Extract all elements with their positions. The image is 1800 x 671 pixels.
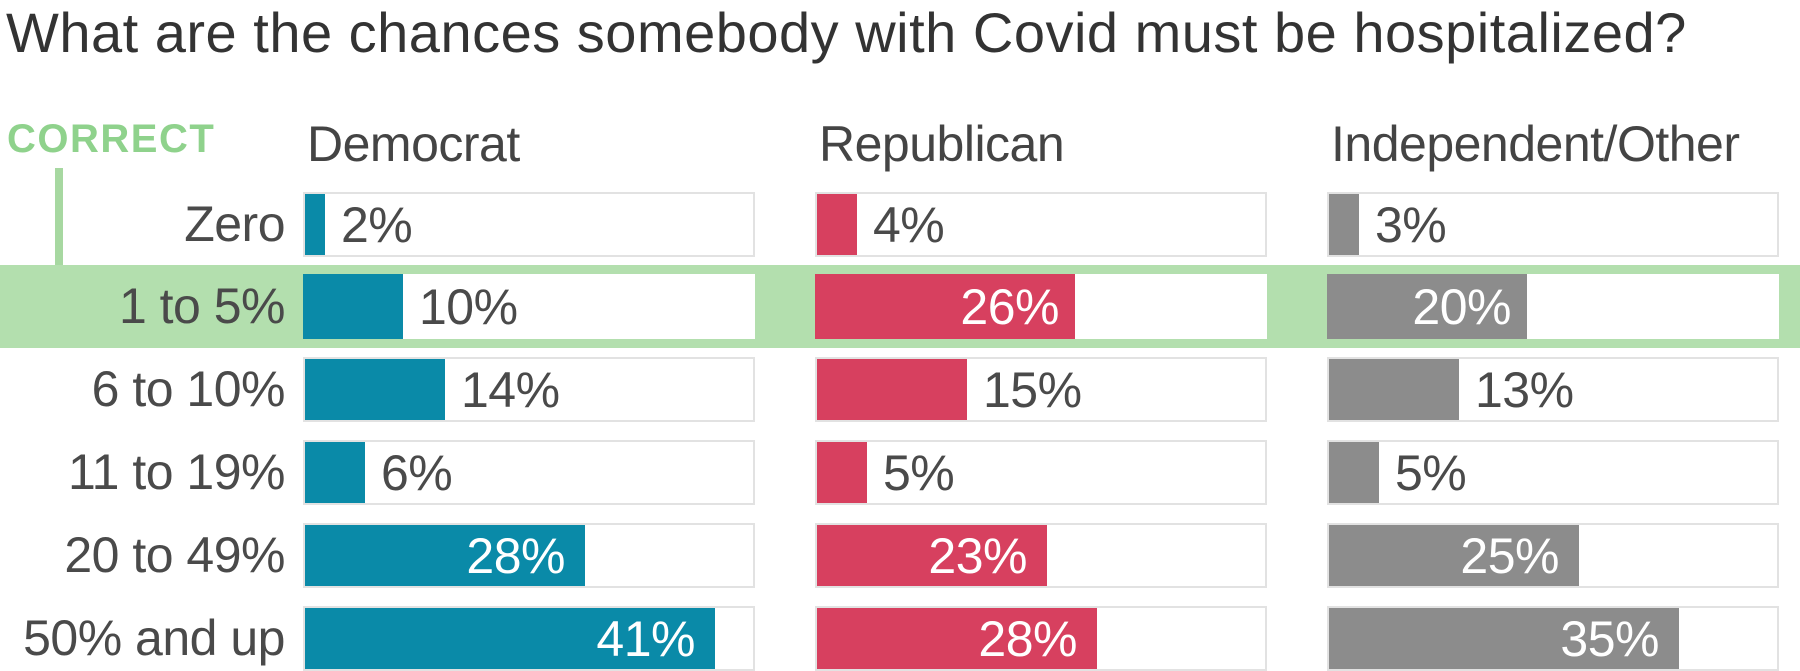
category-label: 11 to 19% [68, 444, 285, 500]
bar-track-republican: 15% [815, 357, 1267, 422]
table-row: 50% and up 41% 28% 35% [0, 606, 1800, 671]
column-header-independent-other: Independent/Other [1331, 116, 1740, 172]
table-row: 11 to 19% 6% 5% 5% [0, 440, 1800, 505]
table-row: 20 to 49% 28% 23% 25% [0, 523, 1800, 588]
bar-republican [817, 525, 1047, 586]
value-label: 26% [960, 278, 1059, 335]
bar-republican [815, 274, 1075, 339]
bar-democrat [305, 608, 715, 669]
category-label: 50% and up [23, 610, 285, 666]
bar-track-independent-other: 25% [1327, 523, 1779, 588]
category-label: Zero [184, 196, 285, 252]
bar-track-democrat: 10% [303, 274, 755, 339]
value-label: 35% [1560, 610, 1659, 667]
bar-track-independent-other: 35% [1327, 606, 1779, 671]
bar-independent-other [1329, 525, 1579, 586]
correct-connector-line [55, 168, 63, 265]
bar-track-republican: 26% [815, 274, 1267, 339]
bar-track-independent-other: 13% [1327, 357, 1779, 422]
chart-title: What are the chances somebody with Covid… [6, 1, 1687, 64]
bar-track-republican: 23% [815, 523, 1267, 588]
value-label: 28% [978, 610, 1077, 667]
bar-republican [817, 442, 867, 503]
value-label: 2% [341, 196, 413, 253]
value-label: 25% [1460, 527, 1559, 584]
column-header-democrat: Democrat [307, 116, 520, 172]
table-row: 6 to 10% 14% 15% 13% [0, 357, 1800, 422]
bar-track-republican: 5% [815, 440, 1267, 505]
correct-label: CORRECT [7, 117, 216, 161]
bar-republican [817, 608, 1097, 669]
bar-track-independent-other: 3% [1327, 192, 1779, 257]
bar-democrat [305, 359, 445, 420]
bar-republican [817, 359, 967, 420]
value-label: 41% [596, 610, 695, 667]
bar-independent-other [1329, 194, 1359, 255]
value-label: 13% [1475, 361, 1574, 418]
bar-track-independent-other: 5% [1327, 440, 1779, 505]
bar-track-democrat: 28% [303, 523, 755, 588]
bar-democrat [305, 194, 325, 255]
bar-track-democrat: 41% [303, 606, 755, 671]
bar-independent-other [1329, 442, 1379, 503]
bar-track-democrat: 14% [303, 357, 755, 422]
bar-track-democrat: 2% [303, 192, 755, 257]
category-label: 6 to 10% [91, 361, 286, 417]
value-label: 23% [928, 527, 1027, 584]
value-label: 4% [873, 196, 945, 253]
category-label: 20 to 49% [64, 527, 285, 583]
bar-democrat [305, 525, 585, 586]
category-label: 1 to 5% [118, 278, 286, 334]
value-label: 3% [1375, 196, 1447, 253]
bar-democrat [303, 274, 403, 339]
bar-track-democrat: 6% [303, 440, 755, 505]
value-label: 14% [461, 361, 560, 418]
bar-track-independent-other: 20% [1327, 274, 1779, 339]
value-label: 20% [1412, 278, 1511, 335]
bar-republican [817, 194, 857, 255]
value-label: 10% [419, 278, 518, 335]
value-label: 15% [983, 361, 1082, 418]
bar-independent-other [1329, 608, 1679, 669]
table-row-correct: 1 to 5% 10% 26% 20% [0, 274, 1800, 339]
bar-track-republican: 28% [815, 606, 1267, 671]
value-label: 5% [1395, 444, 1467, 501]
bar-independent-other [1327, 274, 1527, 339]
bar-democrat [305, 442, 365, 503]
table-row: Zero 2% 4% 3% [0, 192, 1800, 257]
value-label: 6% [381, 444, 453, 501]
column-header-republican: Republican [819, 116, 1065, 172]
value-label: 5% [883, 444, 955, 501]
bar-track-republican: 4% [815, 192, 1267, 257]
value-label: 28% [466, 527, 565, 584]
bar-independent-other [1329, 359, 1459, 420]
